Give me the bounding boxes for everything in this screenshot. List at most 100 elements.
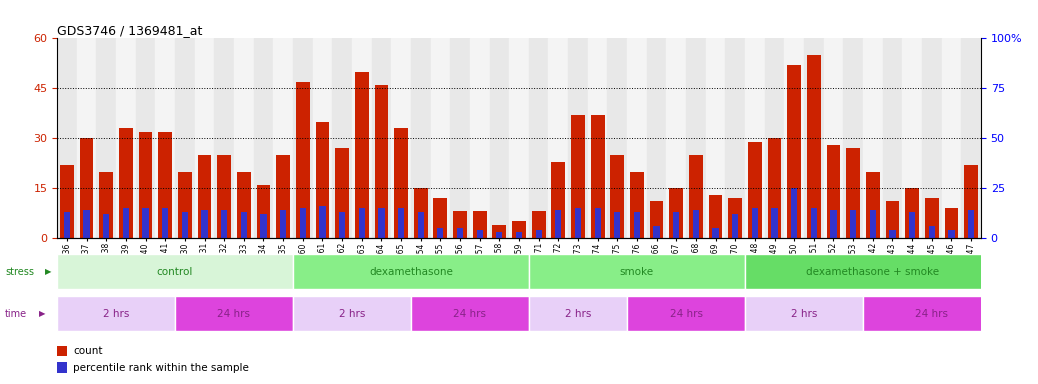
- Bar: [674, 212, 679, 238]
- Bar: [83, 210, 89, 238]
- Text: 2 hrs: 2 hrs: [791, 309, 817, 319]
- Bar: [510, 38, 528, 238]
- Bar: [571, 115, 584, 238]
- Bar: [961, 38, 981, 238]
- Bar: [922, 38, 941, 238]
- Bar: [312, 38, 332, 238]
- Bar: [964, 165, 978, 238]
- Bar: [945, 208, 958, 238]
- Bar: [647, 38, 666, 238]
- Bar: [57, 254, 293, 289]
- Bar: [726, 38, 745, 238]
- Bar: [201, 210, 208, 238]
- Bar: [811, 208, 817, 238]
- Bar: [591, 115, 604, 238]
- Bar: [516, 232, 522, 238]
- Text: dexamethasone: dexamethasone: [368, 266, 453, 277]
- Bar: [607, 38, 627, 238]
- Bar: [692, 210, 699, 238]
- Bar: [712, 228, 718, 238]
- Text: count: count: [73, 346, 103, 356]
- Bar: [627, 296, 745, 331]
- Bar: [276, 155, 290, 238]
- Text: ▶: ▶: [39, 310, 46, 318]
- Bar: [241, 212, 247, 238]
- Bar: [156, 38, 175, 238]
- Bar: [116, 38, 136, 238]
- Bar: [949, 230, 955, 238]
- Text: 24 hrs: 24 hrs: [454, 309, 487, 319]
- Bar: [830, 210, 837, 238]
- Bar: [890, 230, 896, 238]
- Bar: [548, 38, 568, 238]
- Bar: [925, 198, 938, 238]
- Bar: [234, 38, 253, 238]
- Bar: [237, 172, 251, 238]
- Bar: [470, 38, 490, 238]
- Bar: [417, 212, 424, 238]
- Bar: [175, 296, 293, 331]
- Bar: [177, 172, 192, 238]
- Bar: [411, 38, 431, 238]
- Bar: [929, 226, 935, 238]
- Bar: [375, 85, 388, 238]
- Bar: [595, 208, 601, 238]
- Bar: [476, 230, 483, 238]
- Bar: [142, 208, 148, 238]
- Bar: [968, 210, 975, 238]
- Bar: [882, 38, 902, 238]
- Text: time: time: [5, 309, 27, 319]
- Bar: [77, 38, 97, 238]
- Bar: [768, 138, 782, 238]
- Bar: [555, 210, 562, 238]
- Bar: [352, 38, 372, 238]
- Bar: [686, 38, 706, 238]
- Bar: [57, 346, 67, 356]
- Bar: [217, 155, 231, 238]
- Bar: [280, 210, 286, 238]
- Bar: [941, 38, 961, 238]
- Bar: [689, 155, 703, 238]
- Bar: [221, 210, 227, 238]
- Bar: [528, 38, 548, 238]
- Text: ▶: ▶: [45, 267, 51, 276]
- Bar: [394, 128, 408, 238]
- Bar: [536, 230, 542, 238]
- Bar: [261, 214, 267, 238]
- Bar: [57, 362, 67, 373]
- Bar: [457, 228, 463, 238]
- Bar: [866, 172, 879, 238]
- Bar: [398, 208, 404, 238]
- Bar: [293, 38, 312, 238]
- Bar: [568, 38, 588, 238]
- Bar: [434, 198, 447, 238]
- Bar: [273, 38, 293, 238]
- Bar: [863, 296, 1001, 331]
- Bar: [804, 38, 824, 238]
- Bar: [97, 38, 116, 238]
- Bar: [791, 188, 797, 238]
- Bar: [531, 212, 546, 238]
- Bar: [771, 208, 777, 238]
- Bar: [293, 296, 411, 331]
- Bar: [588, 38, 607, 238]
- Bar: [359, 208, 364, 238]
- Text: 24 hrs: 24 hrs: [218, 309, 250, 319]
- Bar: [80, 138, 93, 238]
- Bar: [182, 212, 188, 238]
- Bar: [316, 122, 329, 238]
- Bar: [60, 165, 74, 238]
- Bar: [139, 132, 153, 238]
- Text: 2 hrs: 2 hrs: [338, 309, 365, 319]
- Bar: [492, 225, 507, 238]
- Bar: [528, 296, 627, 331]
- Text: 24 hrs: 24 hrs: [670, 309, 703, 319]
- Bar: [627, 38, 647, 238]
- Bar: [745, 254, 1001, 289]
- Bar: [807, 55, 821, 238]
- Bar: [57, 38, 77, 238]
- Bar: [745, 38, 765, 238]
- Text: dexamethasone + smoke: dexamethasone + smoke: [807, 266, 939, 277]
- Bar: [372, 38, 391, 238]
- Bar: [512, 222, 526, 238]
